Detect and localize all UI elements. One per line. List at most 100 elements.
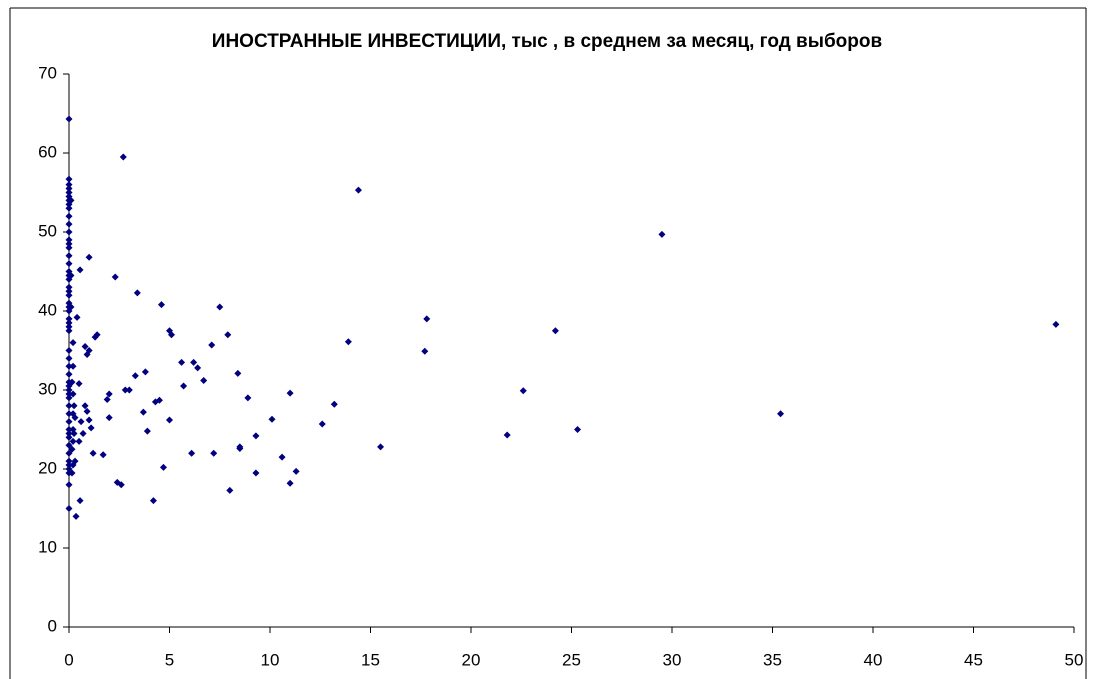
- point: [252, 432, 260, 440]
- y-tick-label: 10: [38, 537, 57, 556]
- point: [76, 266, 84, 274]
- point: [286, 479, 294, 487]
- x-tick-label: 50: [1065, 650, 1084, 669]
- point: [89, 449, 97, 457]
- point: [67, 303, 75, 311]
- point: [83, 407, 91, 415]
- y-tick-label: 50: [38, 221, 57, 240]
- point: [65, 252, 73, 260]
- point: [658, 230, 666, 238]
- point: [68, 378, 76, 386]
- point: [65, 283, 73, 291]
- point: [65, 327, 73, 335]
- y-tick-label: 0: [48, 616, 57, 635]
- point: [65, 244, 73, 252]
- point: [105, 390, 113, 398]
- point: [131, 372, 139, 380]
- point: [73, 313, 81, 321]
- point: [65, 347, 73, 354]
- point: [93, 331, 101, 339]
- point: [190, 358, 198, 366]
- point: [188, 449, 196, 457]
- point: [81, 343, 89, 351]
- point: [65, 433, 73, 441]
- x-tick-label: 20: [462, 650, 481, 669]
- point: [105, 414, 113, 422]
- point: [777, 410, 785, 418]
- point: [133, 289, 141, 297]
- point: [65, 386, 73, 394]
- point: [210, 449, 218, 457]
- point: [234, 369, 242, 377]
- point: [318, 420, 326, 428]
- point: [103, 395, 111, 403]
- point: [65, 115, 73, 123]
- point: [85, 347, 93, 354]
- point: [65, 410, 73, 418]
- point: [65, 181, 73, 189]
- point: [551, 327, 559, 335]
- point: [69, 461, 77, 469]
- point: [68, 445, 76, 453]
- point: [65, 481, 73, 489]
- point: [79, 429, 87, 437]
- x-tick-label: 25: [562, 650, 581, 669]
- point: [125, 386, 133, 394]
- point: [519, 387, 527, 395]
- point: [65, 354, 73, 362]
- x-tick-label: 10: [261, 650, 280, 669]
- point: [71, 414, 79, 422]
- point: [67, 196, 75, 204]
- x-tick-label: 0: [64, 650, 73, 669]
- point: [87, 424, 95, 432]
- point: [65, 291, 73, 299]
- point: [65, 390, 73, 398]
- point: [141, 368, 149, 376]
- point: [65, 362, 73, 370]
- point: [65, 220, 73, 228]
- point: [330, 400, 338, 408]
- point: [65, 315, 73, 323]
- point: [77, 418, 85, 426]
- point: [168, 331, 176, 339]
- point: [194, 364, 202, 372]
- point: [159, 463, 167, 471]
- point: [252, 469, 260, 477]
- point: [65, 394, 73, 402]
- point: [65, 175, 73, 183]
- point: [236, 444, 244, 452]
- y-tick-label: 60: [38, 142, 57, 161]
- point: [354, 186, 362, 194]
- point: [244, 394, 252, 402]
- point: [278, 453, 286, 461]
- point: [226, 486, 234, 494]
- point: [67, 271, 75, 279]
- point: [70, 402, 78, 410]
- point: [119, 153, 127, 161]
- point: [268, 415, 276, 423]
- point: [344, 338, 352, 346]
- chart-title: ИНОСТРАННЫЕ ИНВЕСТИЦИИ, тыс , в среднем …: [212, 31, 882, 52]
- point: [65, 212, 73, 220]
- point: [65, 260, 73, 268]
- point: [99, 451, 107, 459]
- point: [65, 505, 73, 512]
- x-tick-label: 40: [864, 650, 883, 669]
- point: [423, 315, 431, 323]
- point: [117, 481, 125, 489]
- point: [65, 319, 73, 327]
- point: [216, 303, 224, 311]
- point: [139, 408, 147, 416]
- point: [75, 380, 83, 388]
- point: [421, 347, 429, 355]
- point: [65, 461, 73, 469]
- point: [65, 287, 73, 295]
- point: [69, 339, 77, 347]
- point: [85, 416, 93, 424]
- point: [292, 467, 300, 475]
- point: [178, 358, 186, 366]
- point: [65, 189, 73, 196]
- point: [149, 497, 157, 505]
- point: [65, 457, 73, 465]
- y-tick-label: 30: [38, 379, 57, 398]
